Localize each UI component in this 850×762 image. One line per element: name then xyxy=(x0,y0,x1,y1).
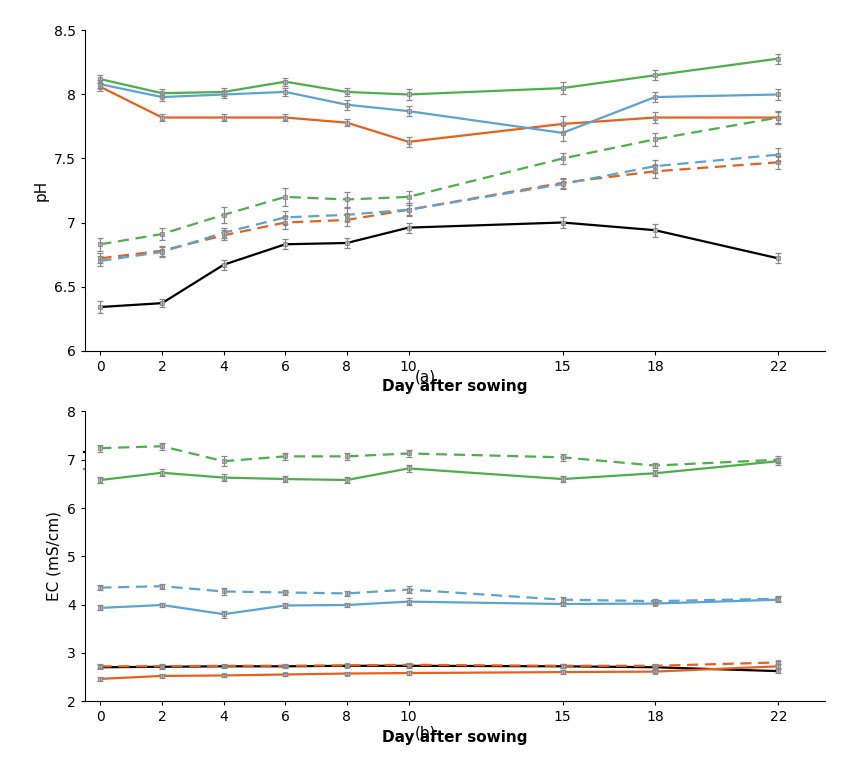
X-axis label: Day after sowing: Day after sowing xyxy=(382,379,528,394)
Y-axis label: EC (mS/cm): EC (mS/cm) xyxy=(47,511,61,601)
Text: (a): (a) xyxy=(415,370,435,385)
Y-axis label: pH: pH xyxy=(33,180,48,201)
X-axis label: Day after sowing: Day after sowing xyxy=(382,730,528,744)
Legend: Control, 5%, 5% adj. pH, 10%, 10% adj. pH, 20%, 20% adj. pH: Control, 5%, 5% adj. pH, 10%, 10% adj. p… xyxy=(84,447,536,477)
Text: (b): (b) xyxy=(414,725,436,741)
